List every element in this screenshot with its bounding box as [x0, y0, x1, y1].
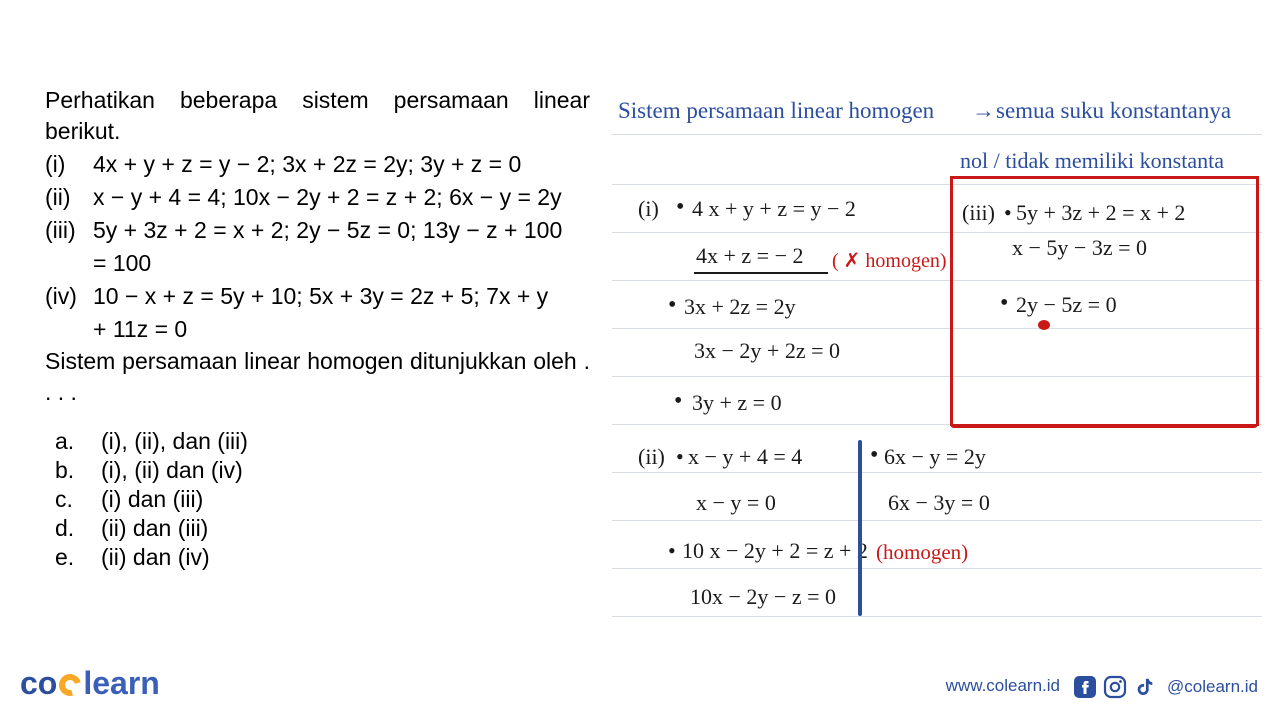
question-intro: Perhatikan beberapa sistem persamaan lin…	[45, 85, 590, 147]
question-item: = 100	[45, 248, 590, 279]
option-item: e.(ii) dan (iv)	[45, 544, 590, 571]
i-eq3: 3y + z = 0	[692, 390, 782, 416]
red-box-bottom	[950, 424, 1258, 428]
ii-homogen: (homogen)	[876, 540, 968, 565]
logo-ring-icon	[55, 670, 85, 700]
red-box-right	[1256, 176, 1259, 426]
question-item: (iii)5y + 3z + 2 = x + 2; 2y − 5z = 0; 1…	[45, 215, 590, 246]
option-item: d.(ii) dan (iii)	[45, 515, 590, 542]
note-title-2: semua suku konstantanya	[996, 98, 1231, 124]
iii-eq2: 2y − 5z = 0	[1016, 292, 1117, 318]
social-icons: @colearn.id	[1073, 675, 1258, 699]
logo: colearn	[20, 665, 160, 702]
ii-eq3: 6x − y = 2y	[884, 444, 986, 470]
question-panel: Perhatikan beberapa sistem persamaan lin…	[45, 85, 590, 571]
option-item: a.(i), (ii), dan (iii)	[45, 428, 590, 455]
question-item: (iv)10 − x + z = 5y + 10; 5x + 3y = 2z +…	[45, 281, 590, 312]
ii-eq2-res: 10x − 2y − z = 0	[690, 584, 836, 610]
note-arrow: →	[972, 98, 995, 124]
red-dot	[1038, 320, 1050, 330]
iii-eq1: 5y + 3z + 2 = x + 2	[1016, 200, 1185, 226]
i-not-homogen: ( ✗ homogen)	[832, 248, 947, 273]
ii-eq1-res: x − y = 0	[696, 490, 776, 516]
question-item: (i)4x + y + z = y − 2; 3x + 2z = 2y; 3y …	[45, 149, 590, 180]
red-box-left	[950, 176, 953, 426]
i-underline	[694, 272, 828, 274]
i-label: (i)	[638, 196, 659, 222]
question-prompt: Sistem persamaan linear homogen ditunjuk…	[45, 346, 590, 408]
note-title-1: Sistem persamaan linear homogen	[618, 98, 934, 124]
options-list: a.(i), (ii), dan (iii)b.(i), (ii) dan (i…	[45, 428, 590, 571]
footer: colearn www.colearn.id @colearn.id	[0, 662, 1280, 702]
social-handle: @colearn.id	[1167, 677, 1258, 697]
blue-divider	[858, 440, 862, 616]
note-title-3: nol / tidak memiliki konstanta	[960, 148, 1224, 174]
question-item: (ii)x − y + 4 = 4; 10x − 2y + 2 = z + 2;…	[45, 182, 590, 213]
i-eq2-res: 3x − 2y + 2z = 0	[694, 338, 840, 364]
i-eq2: 3x + 2z = 2y	[684, 294, 796, 320]
iii-eq1-res: x − 5y − 3z = 0	[1012, 235, 1147, 261]
website-url: www.colearn.id	[946, 676, 1060, 696]
ii-label: (ii)	[638, 444, 665, 470]
option-item: c.(i) dan (iii)	[45, 486, 590, 513]
ii-eq3-res: 6x − 3y = 0	[888, 490, 990, 516]
option-item: b.(i), (ii) dan (iv)	[45, 457, 590, 484]
tiktok-icon	[1133, 675, 1157, 699]
i-eq1-res: 4x + z = − 2	[696, 243, 804, 269]
ii-eq2: 10 x − 2y + 2 = z + 2	[682, 538, 868, 564]
ii-eq1: x − y + 4 = 4	[688, 444, 802, 470]
iii-label: (iii)	[962, 200, 995, 226]
instagram-icon	[1103, 675, 1127, 699]
facebook-icon	[1073, 675, 1097, 699]
question-item: + 11z = 0	[45, 314, 590, 345]
red-box-top	[952, 176, 1258, 179]
i-eq1: 4 x + y + z = y − 2	[692, 196, 856, 222]
